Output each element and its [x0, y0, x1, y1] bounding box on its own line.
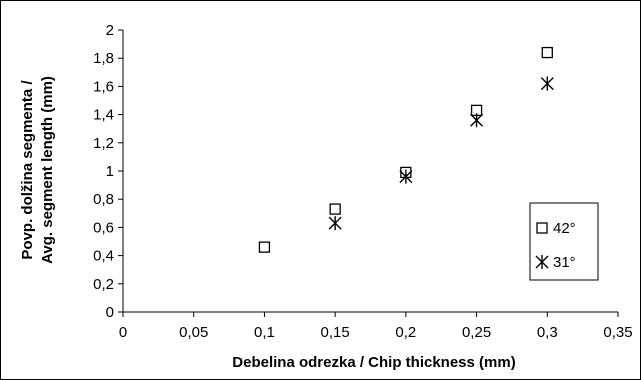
- y-axis-ticks: 0 0,2 0,4 0,6 0,8 1 1,2 1,4 1,6 1,8 2: [93, 22, 123, 321]
- data-point-series-2: [328, 216, 342, 231]
- data-point-series-2: [540, 76, 554, 91]
- x-tick-label: 0,25: [462, 324, 491, 341]
- y-tick-label: 1,6: [93, 78, 114, 95]
- y-tick-label: 1,2: [93, 135, 114, 152]
- y-tick-label: 1: [106, 163, 114, 180]
- y-tick-label: 1,4: [93, 107, 114, 124]
- y-tick-label: 0,8: [93, 191, 114, 208]
- data-point-series-1: [329, 203, 341, 215]
- y-tick-label: 2: [106, 22, 114, 39]
- legend-marker-42: [536, 222, 548, 234]
- x-tick-label: 0,35: [603, 324, 632, 341]
- x-tick-label: 0,15: [321, 324, 350, 341]
- y-tick-label: 0,4: [93, 248, 114, 265]
- x-axis-label: Debelina odrezka / Chip thickness (mm): [232, 354, 515, 371]
- legend-star-marker: [535, 255, 549, 269]
- x-tick-label: 0: [119, 324, 127, 341]
- data-points: [258, 46, 554, 253]
- legend-label-31: 31°: [553, 254, 576, 271]
- x-tick-label: 0,1: [254, 324, 275, 341]
- x-tick-label: 0,05: [179, 324, 208, 341]
- y-tick-label: 1,8: [93, 50, 114, 67]
- y-axis-label-line-2: Avg. segment length (mm): [39, 76, 56, 264]
- data-point-series-2: [399, 169, 413, 184]
- y-tick-label: 0,6: [93, 219, 114, 236]
- legend-label-42: 42°: [553, 220, 576, 237]
- x-tick-label: 0,3: [537, 324, 558, 341]
- legend-marker-31: [535, 255, 549, 269]
- x-tick-label: 0,2: [395, 324, 416, 341]
- y-tick-label: 0,2: [93, 276, 114, 293]
- legend: 42° 31°: [529, 202, 599, 281]
- data-point-series-1: [541, 46, 553, 59]
- y-axis-label-line-1: Povp. dolžina segmenta /: [19, 80, 36, 260]
- y-tick-label: 0: [106, 304, 114, 321]
- data-point-series-2: [470, 113, 484, 128]
- x-axis-ticks: 0 0,05 0,1 0,15 0,2 0,25 0,3 0,35: [119, 312, 633, 341]
- data-point-series-1: [258, 241, 271, 253]
